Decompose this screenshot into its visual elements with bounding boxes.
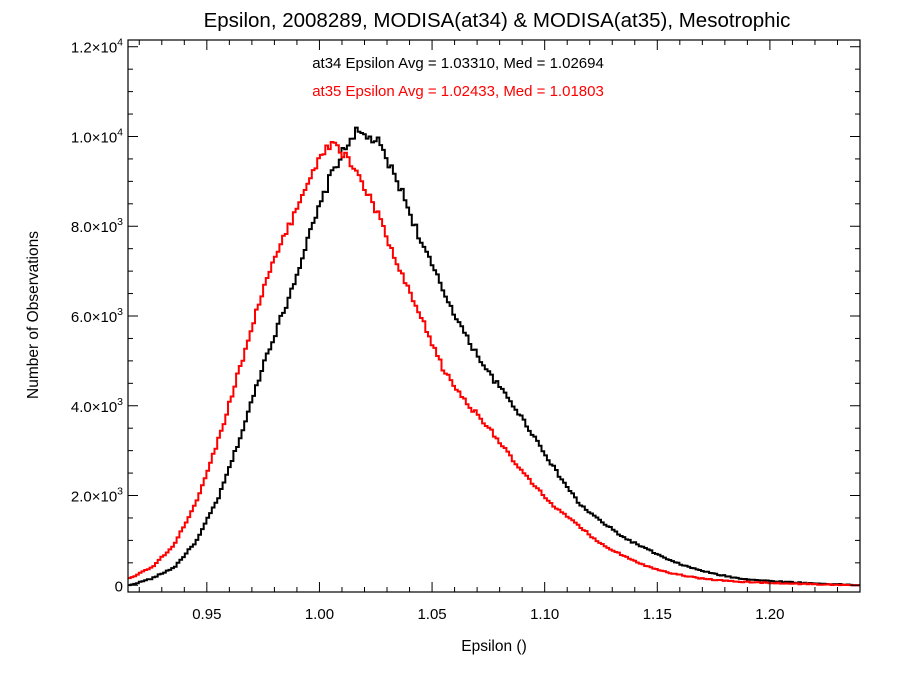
y-tick-mantissa: 4.0×10 — [71, 399, 117, 416]
y-axis-label: Number of Observations — [25, 231, 42, 399]
y-tick-exponent: 4 — [117, 126, 123, 138]
y-tick-label: 6.0×103 — [71, 306, 123, 326]
x-tick-label: 1.20 — [755, 606, 784, 623]
y-tick-label: 0 — [115, 578, 123, 595]
x-tick-label: 0.95 — [192, 606, 221, 623]
y-tick-mantissa: 1.0×10 — [71, 129, 117, 146]
axes: 0.95 1.00 1.05 1.10 1.15 1.2002.0×1034.0×1036… — [71, 37, 861, 623]
y-tick-exponent: 3 — [117, 306, 123, 318]
x-axis-label: Epsilon () — [461, 638, 526, 655]
annotation-at35-stats: at35 Epsilon Avg = 1.02433, Med = 1.0180… — [312, 83, 604, 100]
annotation-at34-stats: at34 Epsilon Avg = 1.03310, Med = 1.0269… — [312, 55, 604, 72]
x-tick-label: 1.10 — [530, 606, 559, 623]
chart-title: Epsilon, 2008289, MODISA(at34) & MODISA(… — [204, 9, 791, 32]
histogram-series-at34 — [128, 126, 860, 587]
y-tick-mantissa: 2.0×10 — [71, 489, 117, 506]
y-tick-exponent: 3 — [117, 216, 123, 228]
plot-frame — [127, 39, 861, 593]
y-tick-exponent: 4 — [117, 37, 123, 49]
y-tick-mantissa: 8.0×10 — [71, 219, 117, 236]
x-tick-label: 1.05 — [417, 606, 446, 623]
y-tick-label: 1.2×104 — [71, 37, 123, 57]
x-tick-label: 1.00 — [305, 606, 334, 623]
histogram-series-at35 — [128, 141, 860, 587]
y-tick-exponent: 3 — [117, 486, 123, 498]
y-tick-mantissa: 6.0×10 — [71, 309, 117, 326]
y-tick-label: 1.0×104 — [71, 126, 123, 146]
y-tick-label: 4.0×103 — [71, 396, 123, 416]
x-tick-label: 1.15 — [643, 606, 672, 623]
y-tick-exponent: 3 — [117, 396, 123, 408]
y-tick-label: 2.0×103 — [71, 486, 123, 506]
plot-area — [128, 126, 860, 587]
y-tick-label: 8.0×103 — [71, 216, 123, 236]
y-tick-mantissa: 0 — [115, 578, 123, 595]
y-tick-mantissa: 1.2×10 — [71, 40, 117, 57]
